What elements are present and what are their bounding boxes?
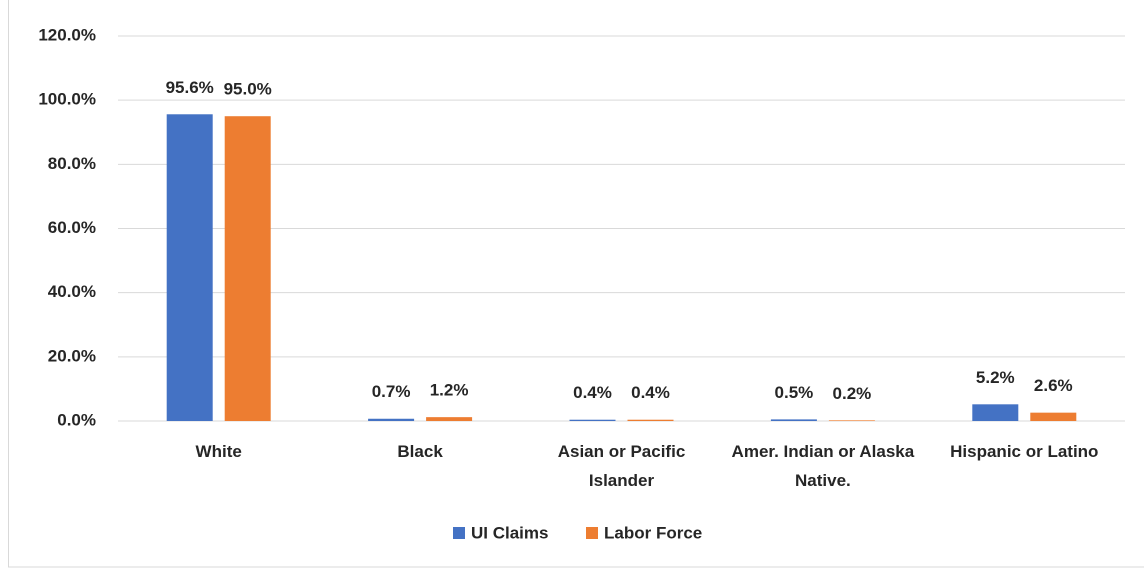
bar: [770, 419, 817, 421]
bar: [627, 419, 674, 421]
y-tick-label: 100.0%: [38, 90, 96, 109]
bar: [368, 418, 415, 421]
legend-swatch: [586, 527, 598, 539]
y-tick-label: 0.0%: [57, 410, 96, 429]
value-label: 0.4%: [573, 383, 612, 402]
bar: [426, 417, 473, 421]
legend-swatch: [453, 527, 465, 539]
x-tick-label: Asian or Pacific Islander: [557, 442, 686, 490]
x-tick-label: Black: [397, 442, 443, 461]
x-tick-label: Amer. Indian or Alaska Native.: [731, 442, 915, 490]
value-label: 5.2%: [976, 368, 1015, 387]
bar: [1030, 412, 1077, 421]
bar: [166, 114, 213, 422]
legend-label: UI Claims: [471, 523, 548, 542]
value-label: 0.4%: [631, 383, 670, 402]
value-label: 0.2%: [833, 384, 872, 403]
x-tick-label: White: [195, 442, 242, 461]
bar: [972, 404, 1019, 421]
value-label: 1.2%: [430, 381, 469, 400]
value-label: 95.6%: [166, 78, 214, 97]
bar: [224, 116, 271, 421]
y-tick-label: 20.0%: [48, 346, 96, 365]
x-tick-label: Hispanic or Latino: [950, 442, 1099, 461]
value-label: 0.5%: [775, 383, 814, 402]
value-label: 0.7%: [372, 382, 411, 401]
chart-frame: [8, 0, 1144, 568]
y-tick-label: 80.0%: [48, 154, 96, 173]
legend-label: Labor Force: [604, 523, 702, 542]
y-tick-label: 60.0%: [48, 218, 96, 237]
value-label: 2.6%: [1034, 376, 1073, 395]
y-tick-label: 40.0%: [48, 282, 96, 301]
bar: [828, 420, 875, 421]
y-tick-label: 120.0%: [38, 25, 96, 44]
bar: [569, 419, 616, 421]
value-label: 95.0%: [224, 80, 272, 99]
